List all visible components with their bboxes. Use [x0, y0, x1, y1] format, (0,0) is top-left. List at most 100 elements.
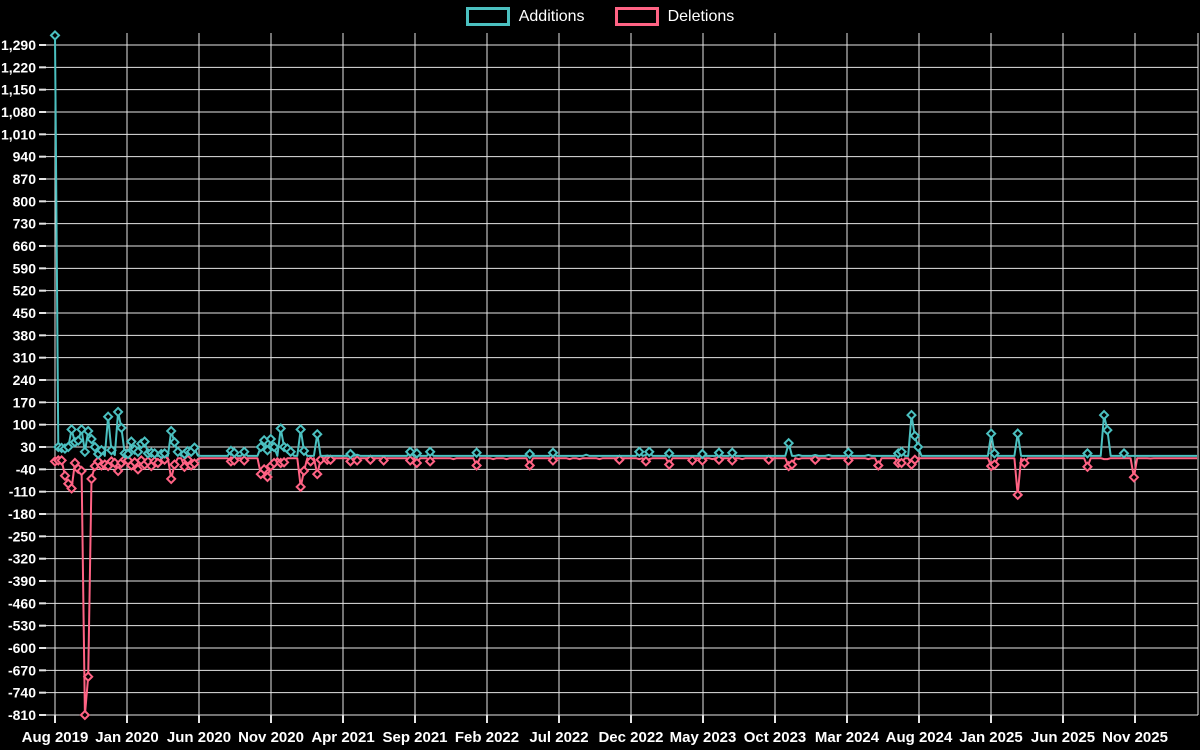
additions-point: [547, 447, 559, 459]
y-tick-label: -390: [8, 573, 36, 589]
deletions-point: [82, 671, 94, 683]
additions-point: [82, 425, 94, 437]
additions-point: [228, 447, 240, 459]
y-tick-label: 590: [13, 260, 37, 276]
deletions-point: [262, 471, 273, 483]
additions-point: [295, 424, 307, 435]
legend-item-deletions[interactable]: Deletions: [614, 7, 734, 26]
additions-point: [238, 446, 250, 458]
deletions-point: [298, 465, 310, 477]
additions-markers: [49, 30, 1130, 460]
additions-point: [311, 428, 323, 440]
deletions-point: [547, 454, 559, 466]
additions-point: [122, 448, 134, 460]
additions-point: [159, 447, 170, 459]
deletions-point: [726, 454, 738, 466]
x-tick-label: Jun 2020: [167, 729, 231, 746]
y-tick-label: -810: [8, 707, 36, 723]
additions-point: [696, 448, 708, 460]
additions-point: [643, 446, 655, 458]
additions-point: [96, 444, 107, 456]
additions-point: [424, 446, 436, 458]
deletions-point: [686, 454, 698, 466]
deletions-swatch: [614, 7, 659, 26]
additions-point: [86, 433, 97, 445]
chart-legend: Additions Deletions: [0, 7, 1200, 26]
x-tick-label: Aug 2024: [886, 729, 953, 746]
additions-point: [79, 446, 91, 458]
y-tick-label: 1,080: [1, 104, 36, 120]
additions-point: [106, 444, 117, 456]
additions-point: [1082, 447, 1093, 459]
additions-point: [912, 441, 924, 453]
additions-point: [189, 442, 200, 454]
additions-point: [345, 448, 356, 460]
additions-point: [89, 441, 101, 453]
y-tick-label: 1,010: [1, 126, 36, 142]
deletions-point: [378, 454, 390, 466]
additions-point: [909, 430, 921, 442]
deletions-point: [989, 459, 1000, 470]
y-tick-label: 310: [13, 350, 37, 366]
deletions-point: [786, 459, 798, 470]
deletions-point: [238, 454, 250, 466]
deletions-point: [189, 458, 200, 470]
x-tick-label: Jun 2025: [1031, 729, 1095, 746]
additions-point: [255, 441, 267, 453]
y-tick-label: 800: [13, 193, 37, 209]
additions-point: [66, 424, 78, 435]
x-tick-label: Oct 2023: [744, 729, 807, 746]
additions-point: [125, 436, 137, 447]
x-tick-label: Jan 2025: [959, 729, 1022, 746]
additions-point: [265, 433, 277, 445]
additions-point: [262, 444, 273, 456]
y-tick-label: 30: [20, 439, 36, 455]
y-tick-label: -740: [8, 685, 36, 701]
additions-point: [169, 436, 180, 448]
y-tick-label: 660: [13, 238, 37, 254]
additions-point: [62, 441, 74, 453]
deletions-point: [325, 454, 336, 466]
additions-point: [633, 446, 645, 458]
additions-point: [985, 428, 997, 440]
x-tick-label: Nov 2020: [238, 729, 304, 746]
additions-point: [72, 435, 84, 447]
legend-item-additions[interactable]: Additions: [465, 7, 585, 26]
y-tick-label: 450: [13, 305, 37, 321]
deletions-point: [76, 465, 87, 477]
y-tick-label: -600: [8, 640, 36, 656]
x-tick-label: Jul 2022: [529, 729, 588, 746]
additions-swatch: [465, 7, 510, 26]
deletions-point: [909, 454, 921, 466]
deletions-point: [763, 454, 775, 466]
additions-point: [471, 447, 483, 459]
x-tick-label: Feb 2022: [455, 729, 519, 746]
deletions-line: [54, 457, 1197, 716]
x-tick-label: May 2023: [670, 729, 737, 746]
y-tick-label: 940: [13, 149, 37, 165]
deletions-point: [364, 454, 376, 466]
additions-point: [298, 445, 310, 457]
y-tick-label: 240: [13, 372, 37, 388]
y-tick-label: 1,290: [1, 37, 36, 53]
y-tick-label: -110: [9, 484, 36, 500]
additions-point: [524, 448, 536, 460]
additions-point: [1118, 447, 1130, 459]
additions-point: [404, 446, 416, 458]
deletions-point: [411, 457, 423, 469]
deletions-point: [424, 455, 436, 467]
x-tick-label: Dec 2022: [598, 729, 663, 746]
deletions-point: [311, 468, 323, 480]
x-tick-label: Jan 2020: [95, 729, 158, 746]
additions-point: [132, 446, 144, 458]
deletions-point: [278, 456, 290, 468]
deletions-point: [165, 473, 177, 485]
y-tick-label: 1,150: [1, 82, 36, 98]
legend-label-additions: Additions: [518, 7, 585, 25]
deletions-point: [1018, 457, 1030, 469]
deletions-point: [56, 454, 68, 466]
x-tick-label: Mar 2024: [815, 729, 880, 746]
additions-point: [411, 447, 423, 459]
deletions-point: [843, 454, 854, 466]
additions-point: [165, 425, 177, 437]
